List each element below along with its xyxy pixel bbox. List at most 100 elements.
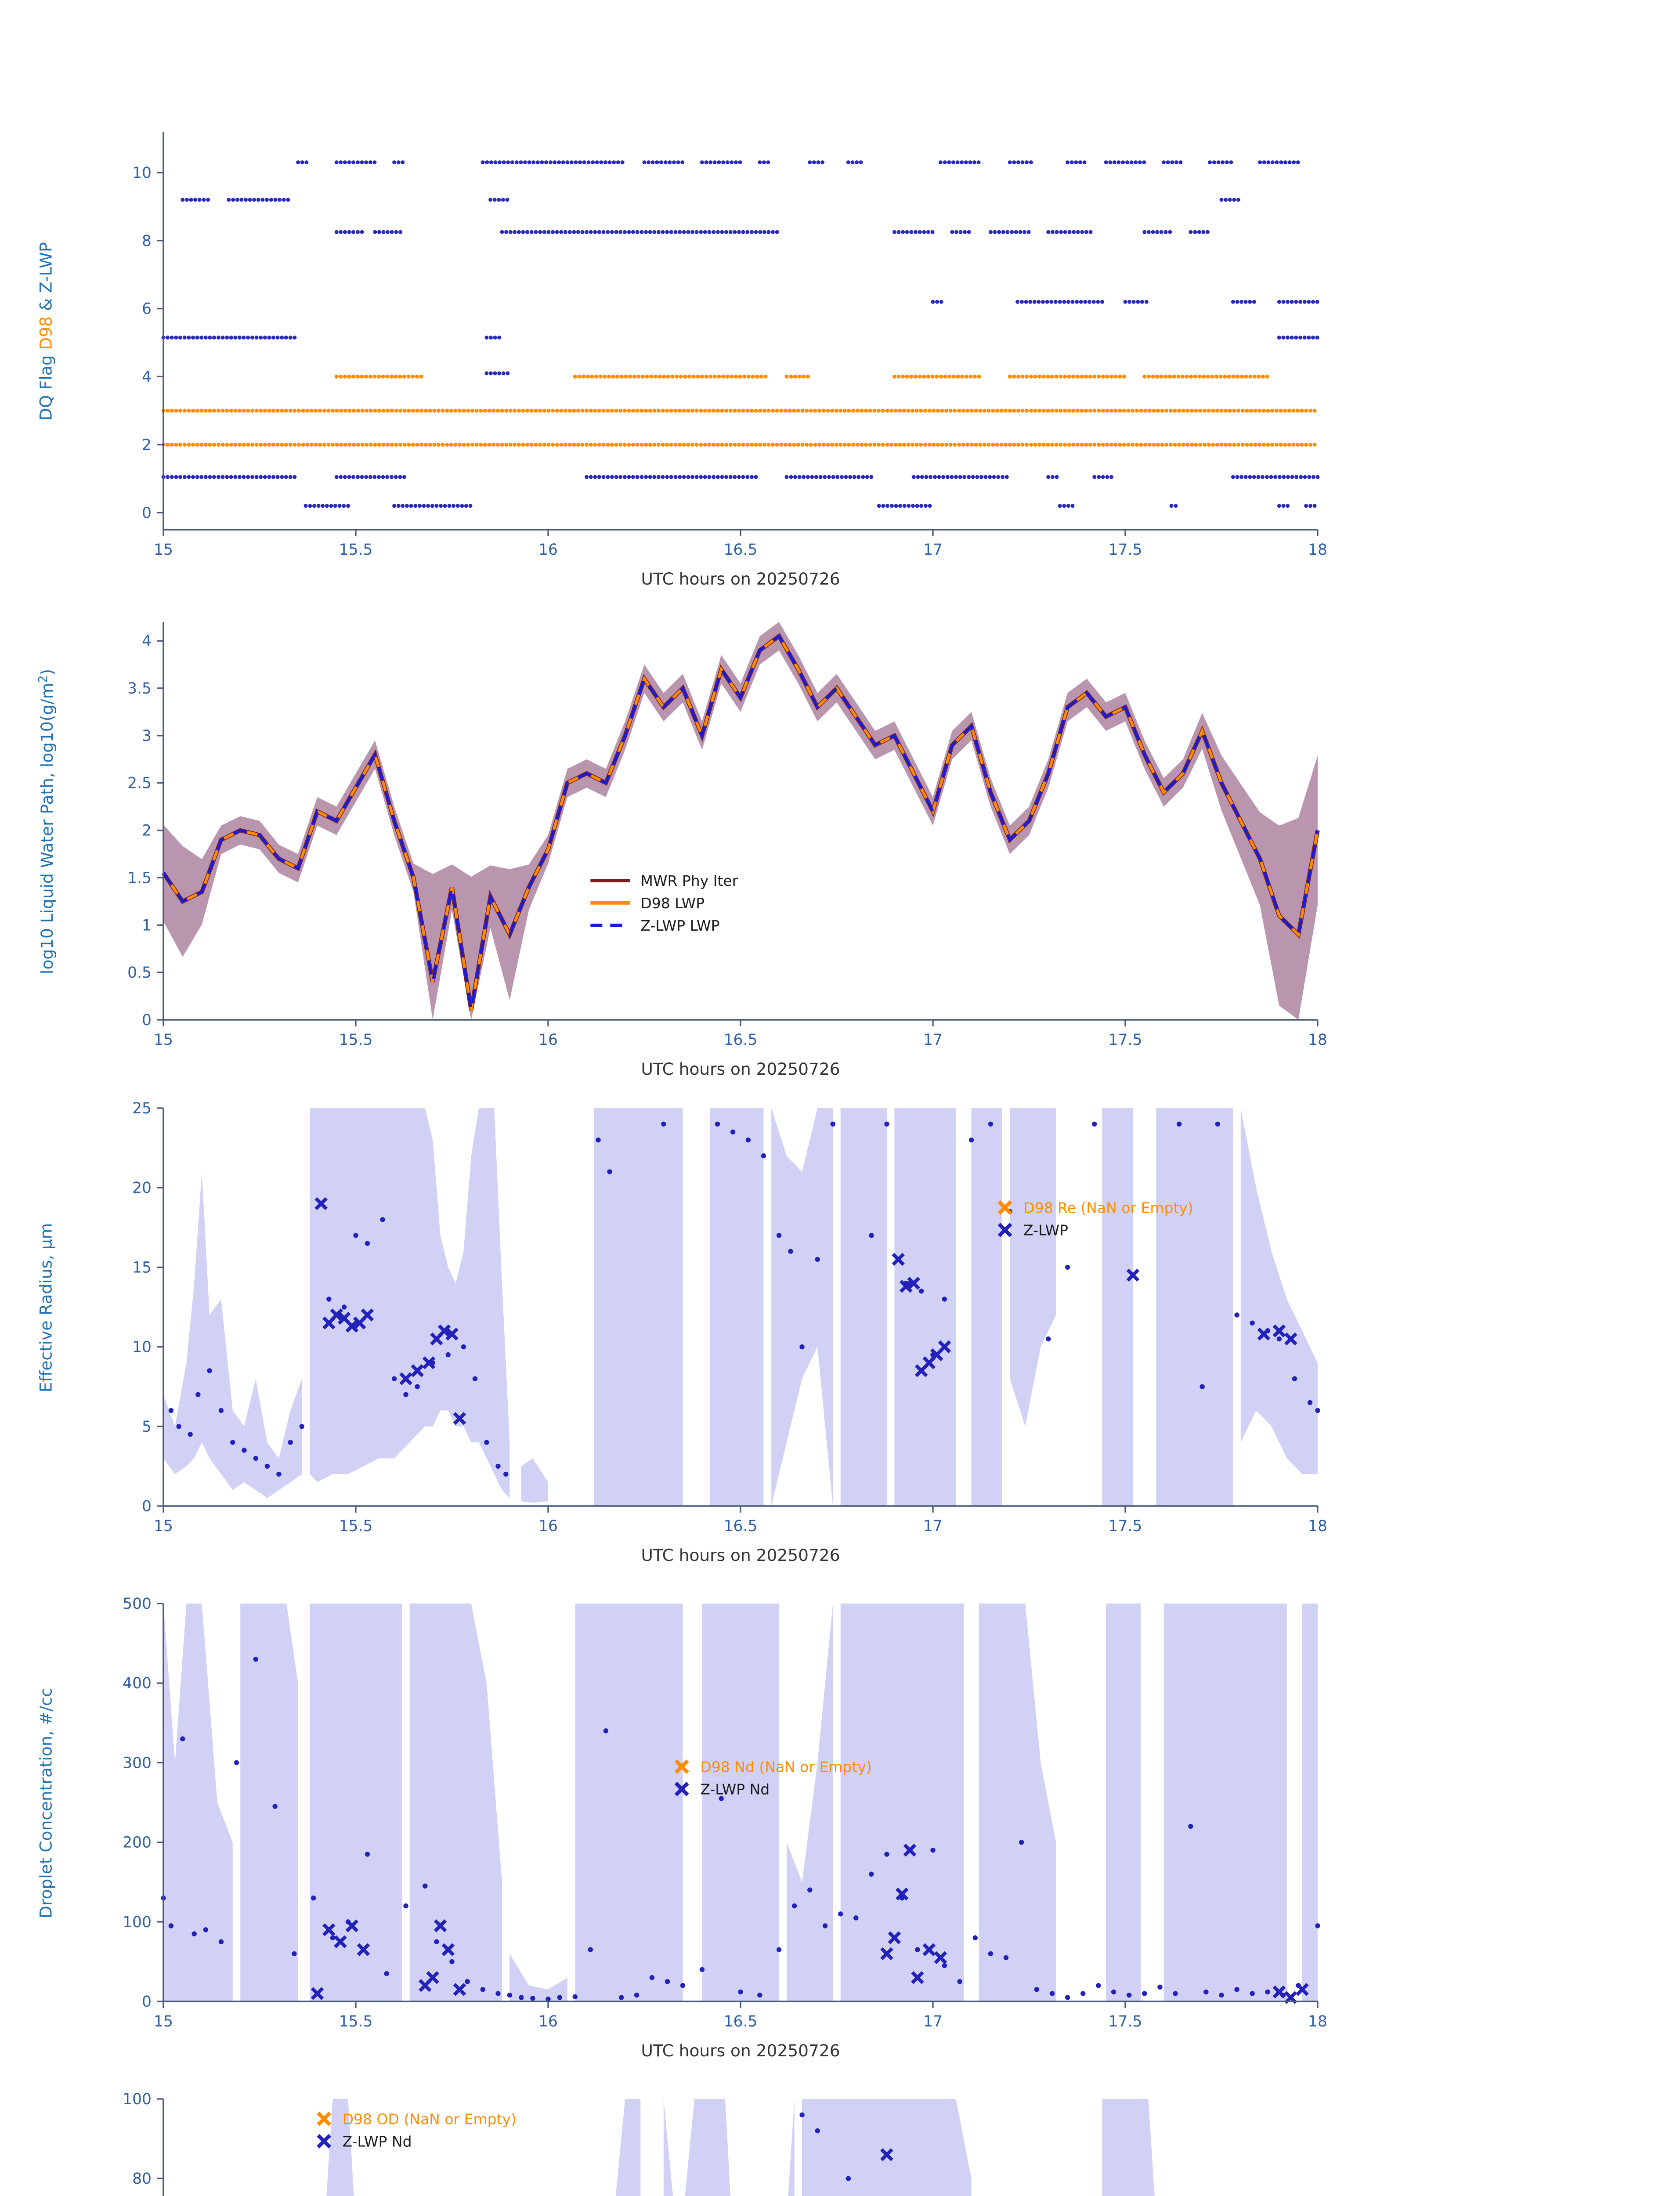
svg-text:3.5: 3.5 xyxy=(127,680,152,697)
svg-text:16.5: 16.5 xyxy=(724,2013,758,2030)
svg-text:80: 80 xyxy=(132,2170,152,2188)
uncertainty-envelope xyxy=(1106,1604,1141,2001)
svg-text:18: 18 xyxy=(1308,541,1327,559)
uncertainty-envelope xyxy=(163,1604,233,2001)
uncertainty-envelope xyxy=(663,2099,731,2196)
effective-radius-y-axis-label: Effective Radius, μm xyxy=(36,1223,56,1393)
svg-text:3: 3 xyxy=(142,727,152,745)
uncertainty-envelope xyxy=(163,1171,302,1498)
svg-text:16.5: 16.5 xyxy=(724,541,758,559)
uncertainty-envelope xyxy=(802,2099,972,2196)
uncertainty-envelope xyxy=(615,2099,641,2196)
series-z-lwp-lwp xyxy=(162,634,1319,1011)
svg-text:Z-LWP LWP: Z-LWP LWP xyxy=(640,917,719,934)
svg-text:D98 Re (NaN or Empty): D98 Re (NaN or Empty) xyxy=(1023,1199,1193,1217)
ylabel-lwp-main: log10 Liquid Water Path, log10(g/m xyxy=(37,683,57,975)
svg-text:15.5: 15.5 xyxy=(339,541,373,559)
svg-text:18: 18 xyxy=(1308,2013,1327,2030)
svg-text:D98 LWP: D98 LWP xyxy=(640,895,705,912)
svg-text:15.5: 15.5 xyxy=(339,1517,373,1535)
svg-text:17: 17 xyxy=(923,541,943,559)
ylabel-part-d98: D98 xyxy=(36,316,56,350)
uncertainty-envelope xyxy=(326,2099,354,2196)
ylabel-lwp-sup: 2 xyxy=(36,675,50,683)
ylabel-part-zlwp: & Z-LWP xyxy=(36,242,56,317)
svg-text:400: 400 xyxy=(123,1675,152,1692)
svg-text:200: 200 xyxy=(123,1834,152,1852)
uncertainty-envelope xyxy=(702,1604,779,2001)
panel-dq-flag: DQ Flag D98 & Z-LWP 15 15.5 16 16.5 17 17.5 18… xyxy=(26,116,1489,606)
uncertainty-envelope xyxy=(840,1108,887,1506)
svg-text:Z-LWP Nd: Z-LWP Nd xyxy=(343,2133,412,2150)
uncertainty-envelope xyxy=(788,2099,795,2196)
svg-text:18: 18 xyxy=(1308,1031,1327,1049)
svg-text:16: 16 xyxy=(538,541,558,559)
uncertainty-envelope xyxy=(575,1604,683,2001)
panel-optical-depth: Optical Depth 1515.51616.51717.518020406… xyxy=(26,2083,1489,2196)
uncertainty-envelope xyxy=(594,1108,683,1506)
panel-droplet-concentration: Droplet Concentration, #/cc 15 15.5 16 16.5… xyxy=(26,1588,1489,2078)
svg-text:1.5: 1.5 xyxy=(127,869,152,887)
svg-text:17.5: 17.5 xyxy=(1109,2013,1142,2030)
svg-text:15: 15 xyxy=(132,1259,152,1276)
uncertainty-envelope xyxy=(709,1108,764,1506)
svg-text:0: 0 xyxy=(142,1011,152,1029)
svg-text:15: 15 xyxy=(154,1517,173,1535)
uncertainty-envelope xyxy=(509,1954,567,2001)
uncertainty-envelope xyxy=(979,1604,1056,2001)
effective-radius-x-axis-label: UTC hours on 20250726 xyxy=(641,1546,840,1565)
svg-text:17: 17 xyxy=(923,2013,943,2030)
uncertainty-envelope xyxy=(521,1458,548,1503)
effective-radius-chart: 15 15.5 16 16.5 17 17.5 18 0 5 10 15 20 25 D98 Re (Na… xyxy=(132,1100,1327,1535)
svg-text:4: 4 xyxy=(142,368,152,386)
uncertainty-envelope xyxy=(1156,1108,1233,1506)
svg-text:16.5: 16.5 xyxy=(724,1517,758,1535)
svg-text:2: 2 xyxy=(142,437,152,454)
uncertainty-envelope xyxy=(1102,2099,1155,2196)
svg-text:17: 17 xyxy=(923,1517,943,1535)
svg-text:0: 0 xyxy=(142,504,152,522)
uncertainty-envelope xyxy=(409,1604,502,2001)
svg-text:15.5: 15.5 xyxy=(339,2013,373,2030)
panel-lwp: log10 Liquid Water Path, log10(g/m2) 15 1… xyxy=(26,606,1489,1096)
svg-text:16: 16 xyxy=(538,1031,558,1049)
svg-text:17.5: 17.5 xyxy=(1109,1031,1142,1049)
dq-flag-x-axis-label: UTC hours on 20250726 xyxy=(641,569,840,589)
svg-text:20: 20 xyxy=(132,1179,152,1197)
svg-text:6: 6 xyxy=(142,300,152,318)
svg-text:18: 18 xyxy=(1308,1517,1327,1535)
svg-text:15: 15 xyxy=(154,541,173,559)
svg-text:100: 100 xyxy=(123,2091,152,2108)
svg-text:10: 10 xyxy=(132,1339,152,1356)
droplet-concentration-x-axis-label: UTC hours on 20250726 xyxy=(641,2041,840,2060)
svg-text:0: 0 xyxy=(142,1498,152,1515)
svg-text:D98 Nd (NaN or Empty): D98 Nd (NaN or Empty) xyxy=(700,1758,872,1775)
droplet-concentration-chart: 15 15.5 16 16.5 17 17.5 18 0 100 200 300 400 500 D98 … xyxy=(123,1595,1327,2030)
dq-flag-chart: 15 15.5 16 16.5 17 17.5 18 0 2 4 6 8 10 xyxy=(132,132,1327,559)
svg-text:Z-LWP Nd: Z-LWP Nd xyxy=(700,1781,770,1798)
svg-text:25: 25 xyxy=(132,1100,152,1117)
svg-text:16.5: 16.5 xyxy=(724,1031,758,1049)
svg-text:0: 0 xyxy=(142,1993,152,2011)
svg-text:17: 17 xyxy=(923,1031,943,1049)
svg-text:500: 500 xyxy=(123,1595,152,1613)
lwp-x-axis-label: UTC hours on 20250726 xyxy=(641,1059,840,1079)
lwp-y-axis-label: log10 Liquid Water Path, log10(g/m2) xyxy=(36,611,59,1033)
uncertainty-envelope xyxy=(787,1604,833,2001)
uncertainty-envelope xyxy=(1102,1108,1133,1506)
uncertainty-envelope xyxy=(1240,1108,1318,1474)
svg-text:17.5: 17.5 xyxy=(1109,1517,1142,1535)
svg-text:1: 1 xyxy=(142,917,152,934)
ylabel-part-dq-flag: DQ Flag xyxy=(36,350,56,421)
svg-text:2.5: 2.5 xyxy=(127,775,152,792)
uncertainty-envelope xyxy=(240,1604,298,2001)
svg-text:Z-LWP: Z-LWP xyxy=(1023,1222,1068,1239)
uncertainty-envelope xyxy=(1302,1604,1318,2001)
svg-text:15: 15 xyxy=(154,1031,173,1049)
svg-text:10: 10 xyxy=(132,164,152,182)
uncertainty-envelope xyxy=(771,1108,833,1506)
svg-text:8: 8 xyxy=(142,232,152,250)
droplet-concentration-y-axis-label: Droplet Concentration, #/cc xyxy=(36,1688,56,1918)
uncertainty-envelope xyxy=(971,1108,1002,1506)
